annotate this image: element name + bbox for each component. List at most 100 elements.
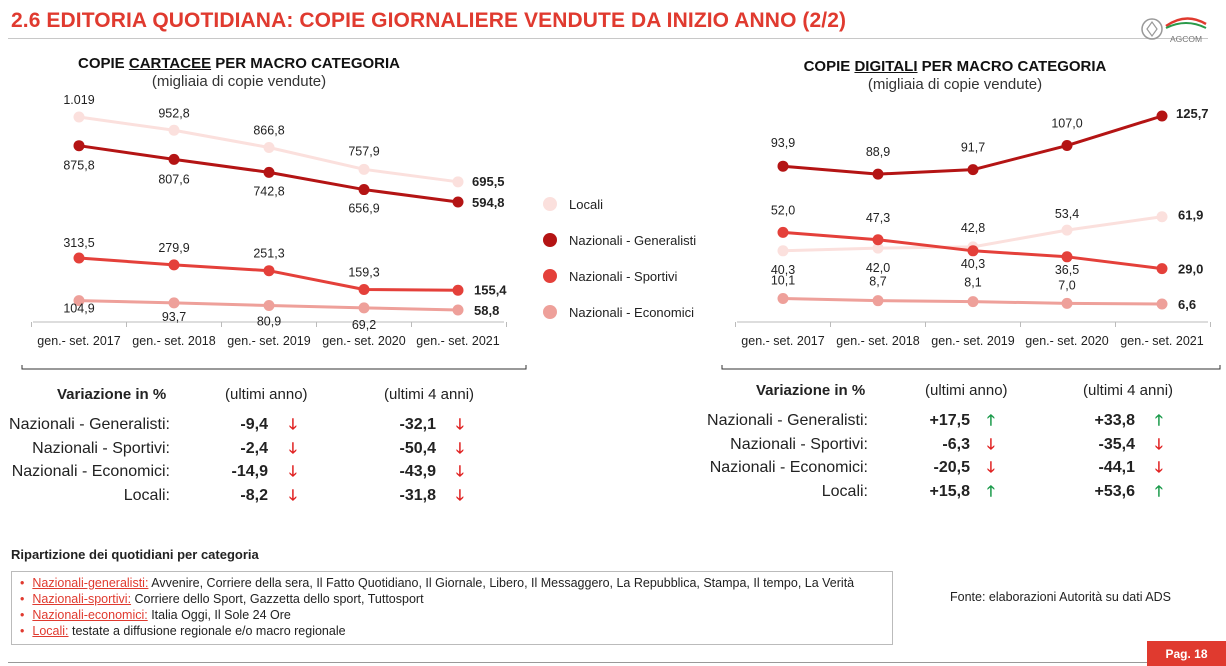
data-label: 159,3 bbox=[348, 265, 379, 279]
data-point bbox=[73, 111, 85, 123]
variation-header: Variazione in % bbox=[57, 386, 167, 403]
data-point bbox=[777, 226, 789, 238]
x-tick-label: gen.- set. 2020 bbox=[322, 334, 405, 348]
data-point bbox=[872, 168, 884, 180]
variation-value: -6,3 bbox=[942, 435, 970, 453]
data-label: 125,7 bbox=[1176, 106, 1209, 121]
category-item: • Nazionali-sportivi: Corriere dello Spor… bbox=[20, 592, 424, 606]
variation-col-header: (ultimi anno) bbox=[225, 386, 308, 403]
categories-box: • Nazionali-generalisti: Avvenire, Corrie… bbox=[11, 571, 893, 645]
data-label: 594,8 bbox=[472, 195, 505, 210]
data-label: 866,8 bbox=[253, 123, 284, 137]
data-point bbox=[263, 265, 275, 277]
data-point bbox=[1061, 224, 1073, 236]
data-label: 10,1 bbox=[771, 273, 795, 287]
variation-value: -32,1 bbox=[399, 416, 436, 433]
x-tick-label: gen.- set. 2019 bbox=[931, 334, 1014, 348]
data-label: 61,9 bbox=[1178, 208, 1203, 223]
data-point bbox=[1061, 251, 1073, 263]
data-label: 52,0 bbox=[771, 203, 795, 217]
data-point bbox=[358, 283, 370, 295]
page-title: 2.6 EDITORIA QUOTIDIANA: COPIE GIORNALIE… bbox=[11, 9, 847, 32]
data-point bbox=[358, 163, 370, 175]
arrow-down-icon: 🡓 bbox=[456, 486, 464, 504]
x-tick-label: gen.- set. 2021 bbox=[1120, 334, 1203, 348]
variation-col-header: (ultimi 4 anni) bbox=[1083, 382, 1174, 399]
variation-value: -20,5 bbox=[933, 459, 970, 476]
data-label: 155,4 bbox=[474, 282, 507, 297]
data-label: 42,0 bbox=[866, 261, 890, 275]
data-label: 952,8 bbox=[158, 106, 189, 120]
data-label: 656,9 bbox=[348, 202, 379, 216]
data-point bbox=[168, 124, 180, 136]
data-label: 36,5 bbox=[1055, 263, 1079, 277]
data-point bbox=[168, 259, 180, 271]
data-label: 47,3 bbox=[866, 211, 890, 225]
data-point bbox=[73, 295, 85, 307]
data-point bbox=[1156, 298, 1168, 310]
data-label: 8,1 bbox=[964, 276, 981, 290]
data-point bbox=[73, 252, 85, 264]
data-label: 695,5 bbox=[472, 174, 505, 189]
data-label: 88,9 bbox=[866, 145, 890, 159]
variation-row-label: Nazionali - Generalisti: bbox=[707, 412, 868, 429]
data-label: 1.019 bbox=[63, 93, 94, 107]
legend-marker bbox=[543, 233, 557, 247]
variation-col-header: (ultimi anno) bbox=[925, 382, 1008, 399]
arrow-down-icon: 🡓 bbox=[289, 486, 297, 504]
variation-row-label: Nazionali - Economici: bbox=[709, 459, 868, 476]
category-item: • Nazionali-generalisti: Avvenire, Corrie… bbox=[20, 576, 855, 590]
variation-row-label: Nazionali - Sportivi: bbox=[730, 435, 868, 453]
data-point bbox=[263, 299, 275, 311]
arrow-down-icon: 🡓 bbox=[289, 416, 297, 433]
data-label: 251,3 bbox=[253, 247, 284, 261]
data-point bbox=[777, 292, 789, 304]
legend-marker bbox=[543, 197, 557, 211]
data-label: 8,7 bbox=[869, 275, 886, 289]
data-label: 53,4 bbox=[1055, 207, 1079, 221]
x-tick-label: gen.- set. 2021 bbox=[416, 334, 499, 348]
variation-value: -43,9 bbox=[399, 463, 436, 480]
source-note: Fonte: elaborazioni Autorità su dati ADS bbox=[950, 590, 1171, 604]
data-label: 69,2 bbox=[352, 318, 376, 332]
chart-left-title: COPIE CARTACEE PER MACRO CATEGORIA bbox=[78, 55, 400, 72]
legend-marker bbox=[543, 269, 557, 283]
data-label: 757,9 bbox=[348, 144, 379, 158]
data-label: 313,5 bbox=[63, 236, 94, 250]
data-point bbox=[872, 295, 884, 307]
x-tick-label: gen.- set. 2017 bbox=[741, 334, 824, 348]
data-point bbox=[777, 160, 789, 172]
variation-row-label: Nazionali - Economici: bbox=[11, 463, 170, 480]
arrow-down-icon: 🡓 bbox=[456, 439, 464, 457]
x-tick-label: gen.- set. 2020 bbox=[1025, 334, 1108, 348]
variation-row-label: Locali: bbox=[123, 486, 170, 504]
data-label: 40,3 bbox=[961, 257, 985, 271]
variation-value: +17,5 bbox=[929, 412, 970, 429]
arrow-up-icon: 🡑 bbox=[987, 482, 995, 500]
section-bracket bbox=[721, 365, 1221, 370]
legend-item-sportivi: Nazionali - Sportivi bbox=[543, 258, 696, 294]
footer-divider bbox=[8, 662, 1148, 663]
emblem-icon bbox=[1141, 18, 1163, 40]
data-label: 93,7 bbox=[162, 310, 186, 324]
legend-item-locali: Locali bbox=[543, 186, 696, 222]
data-point bbox=[263, 166, 275, 178]
category-item: • Nazionali-economici: Italia Oggi, Il So… bbox=[20, 608, 291, 622]
data-point bbox=[168, 297, 180, 309]
arrow-down-icon: 🡓 bbox=[289, 463, 297, 480]
variation-value: +33,8 bbox=[1094, 412, 1135, 429]
arrow-up-icon: 🡑 bbox=[987, 412, 995, 429]
data-label: 42,8 bbox=[961, 221, 985, 235]
x-tick-label: gen.- set. 2018 bbox=[836, 334, 919, 348]
arrow-up-icon: 🡑 bbox=[1155, 482, 1163, 500]
data-point bbox=[73, 140, 85, 152]
data-point bbox=[1156, 211, 1168, 223]
data-label: 742,8 bbox=[253, 184, 284, 198]
arrow-down-icon: 🡓 bbox=[456, 416, 464, 433]
variation-value: -9,4 bbox=[240, 416, 268, 433]
data-point bbox=[358, 184, 370, 196]
data-point bbox=[1061, 140, 1073, 152]
category-item: • Locali: testate a diffusione regionale … bbox=[20, 624, 346, 638]
legend: Locali Nazionali - Generalisti Nazionali… bbox=[543, 186, 696, 330]
